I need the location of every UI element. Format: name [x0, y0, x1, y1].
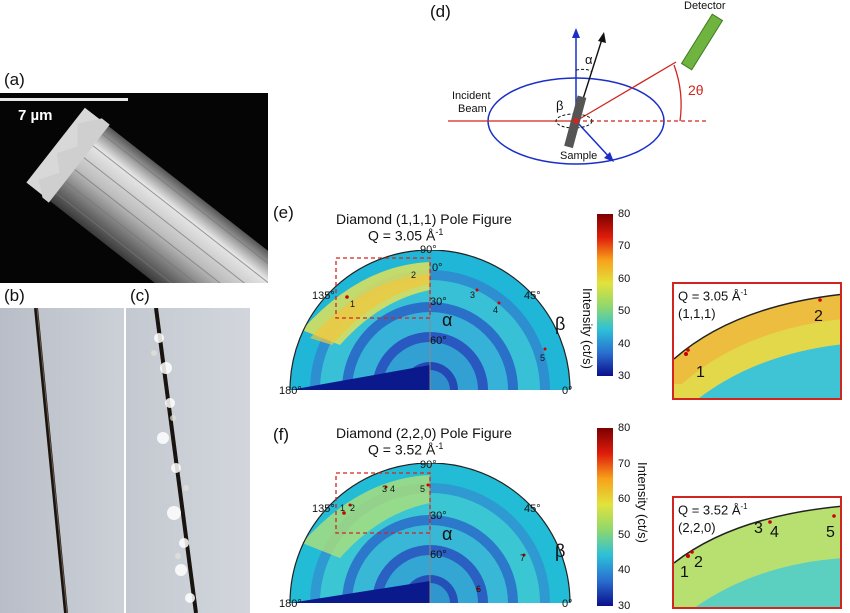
- pole-figure-f: [289, 463, 571, 604]
- colorbar-f: [597, 428, 613, 606]
- colorbar-tick-80: 80: [618, 208, 631, 220]
- f-radius-30: 30°: [430, 510, 447, 522]
- pole-figure-f-title: Diamond (2,2,0) Pole Figure: [336, 425, 512, 441]
- panel-c-label: (c): [130, 286, 150, 305]
- diffracted-beam-line: [575, 61, 677, 122]
- panel-d-label: (d): [430, 2, 451, 21]
- tilt-arrow-icon: [598, 32, 606, 43]
- colorbar-tick-60: 60: [618, 272, 631, 285]
- detector-label: Detector: [684, 0, 726, 12]
- geometry-diagram: [448, 13, 724, 165]
- colorbar-tick-70: 70: [618, 240, 631, 253]
- f-beta: β: [555, 541, 566, 561]
- e-alpha: α: [442, 310, 453, 330]
- e-point-3: 3: [470, 290, 476, 300]
- diagram-alpha: α: [585, 52, 593, 67]
- f-point-2: 2: [350, 503, 356, 513]
- pole-figure-e-q: Q = 3.05 Å-1: [368, 227, 444, 244]
- f-point-4: 4: [390, 484, 396, 494]
- f-point-6: 6: [476, 584, 482, 594]
- panel-b-label: (b): [4, 286, 25, 305]
- colorbar-tick-40: 40: [618, 564, 631, 577]
- e-point-4: 4: [493, 305, 499, 315]
- inset-f-hkl: (2,2,0): [678, 520, 716, 535]
- inset-f-point-5: 5: [826, 524, 835, 541]
- e-angle-180: 180°: [279, 385, 302, 397]
- f-point-3: 3: [382, 484, 388, 494]
- detector-icon: [680, 13, 724, 71]
- panel-a-label: (a): [4, 70, 25, 89]
- sem-image: 7 µm: [0, 93, 268, 283]
- inset-e-point-2: 2: [814, 308, 823, 325]
- fiber-b-drawing: [34, 308, 68, 613]
- colorbar-e-title: Intensity (ct/s): [580, 288, 595, 369]
- colorbar-tick-70: 70: [618, 457, 631, 470]
- e-radius-30: 30°: [430, 296, 447, 308]
- f-angle-45: 45°: [524, 503, 541, 515]
- normal-arrow-icon: [572, 28, 580, 38]
- colorbar-tick-50: 50: [618, 305, 631, 318]
- f-angle-90: 90°: [420, 459, 437, 471]
- inset-e-q: Q = 3.05 Å-1: [678, 288, 748, 304]
- f-angle-0: 0°: [562, 598, 573, 610]
- optical-image-c: [126, 308, 250, 613]
- e-beta: β: [555, 314, 566, 334]
- colorbar-tick-50: 50: [618, 528, 631, 541]
- f-point-7: 7: [520, 553, 526, 563]
- inset-e-map: [674, 284, 840, 398]
- diagram-sample-label: Sample: [560, 150, 598, 162]
- inset-f: Q = 3.52 Å-1 (2,2,0) 1 2 3 4 5: [672, 496, 842, 609]
- inset-f-map: [674, 498, 840, 607]
- e-point-2: 2: [411, 270, 417, 280]
- inset-e-point-1: 1: [696, 364, 705, 381]
- e-point-1: 1: [350, 299, 356, 309]
- incident-label-2: Beam: [458, 103, 487, 115]
- panel-f-label: (f): [273, 425, 290, 444]
- panel-e-label: (e): [273, 203, 294, 222]
- f-angle-180: 180°: [279, 598, 302, 610]
- f-point-1: 1: [340, 503, 346, 513]
- colorbar-tick-30: 30: [618, 370, 631, 382]
- f-point-5: 5: [420, 484, 426, 494]
- pole-figure-f-q: Q = 3.52 Å-1: [368, 441, 444, 458]
- inset-e-hkl: (1,1,1): [678, 306, 716, 321]
- optical-image-b: [0, 308, 124, 613]
- pole-figure-e-title: Diamond (1,1,1) Pole Figure: [336, 211, 512, 227]
- pole-figure-e: [289, 250, 571, 391]
- colorbar-tick-30: 30: [618, 600, 631, 612]
- e-point-5: 5: [540, 353, 546, 363]
- colorbar-tick-60: 60: [618, 493, 631, 506]
- sem-fiber-drawing: [0, 98, 268, 283]
- e-angle-135: 135°: [312, 290, 335, 302]
- fiber-c-drawing: [151, 308, 198, 613]
- incident-label-1: Incident: [452, 90, 491, 102]
- e-angle-0: 0°: [562, 385, 573, 397]
- e-angle-45: 45°: [524, 290, 541, 302]
- colorbar-tick-80: 80: [618, 422, 631, 434]
- colorbar-f-title: Intensity (ct/s): [635, 462, 650, 543]
- inplane-arrow-icon: [604, 152, 614, 162]
- inset-f-point-4: 4: [770, 524, 779, 541]
- inset-f-point-1: 1: [680, 564, 689, 581]
- diagram-beta: β: [556, 98, 564, 113]
- inset-f-q: Q = 3.52 Å-1: [678, 502, 748, 518]
- inset-f-point-2: 2: [694, 554, 703, 571]
- colorbar-e: [597, 214, 613, 376]
- diagram-two-theta: 2θ: [688, 82, 704, 98]
- f-alpha: α: [442, 524, 453, 544]
- colorbar-tick-40: 40: [618, 337, 631, 350]
- e-radius-60: 60°: [430, 335, 447, 347]
- e-radius-0: 0°: [432, 262, 443, 274]
- e-angle-90: 90°: [420, 244, 437, 256]
- inset-e: Q = 3.05 Å-1 (1,1,1) 1 2: [672, 282, 842, 400]
- f-radius-60: 60°: [430, 549, 447, 561]
- f-angle-135: 135°: [312, 503, 335, 515]
- inset-f-point-3: 3: [754, 520, 763, 537]
- scale-bar-label: 7 µm: [18, 107, 53, 124]
